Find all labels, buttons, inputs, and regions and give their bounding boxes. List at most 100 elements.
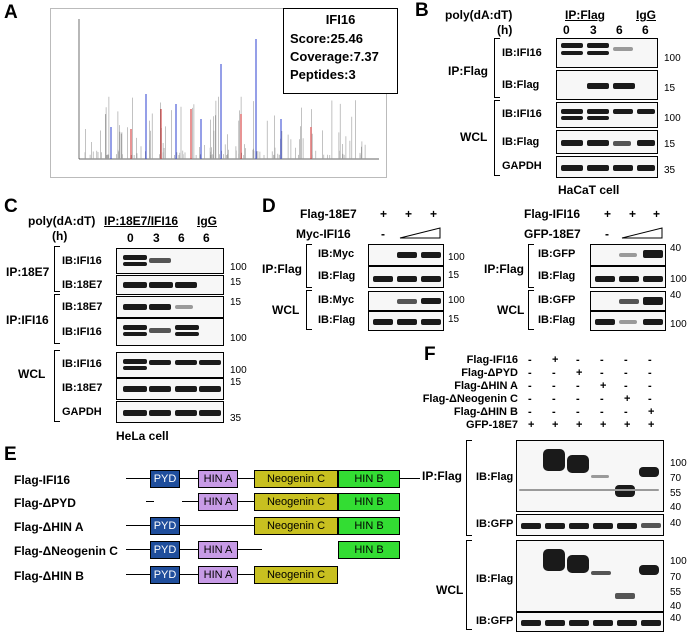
f-sign: - (624, 406, 628, 418)
b-blot-ip-ifi16 (556, 38, 658, 68)
d-left-blot-3 (368, 311, 444, 331)
d-left-wcl: WCL (272, 303, 300, 317)
f-sign: + (528, 419, 535, 431)
c-row-3: IB:IFI16 (62, 326, 102, 338)
e-domain-pyd: PYD (150, 517, 180, 535)
c-row-0: IB:IFI16 (62, 255, 102, 267)
f-sign: - (600, 354, 604, 366)
e-domain-pyd: PYD (150, 470, 180, 488)
b-time-1: 3 (590, 23, 597, 37)
d-left-blot-0 (368, 244, 444, 266)
f-sign: - (600, 367, 604, 379)
c-blot-0 (116, 248, 224, 274)
d-left-r1-s1: + (405, 207, 413, 221)
b-mw-0: 100 (664, 53, 681, 64)
c-treatment: poly(dA:dT) (28, 214, 96, 228)
panel-f-label: F (424, 344, 436, 365)
d-right-row-2: IB:GFP (538, 294, 576, 306)
b-treatment: poly(dA:dT) (445, 8, 513, 22)
d-left-r1: Flag-18E7 (300, 207, 357, 221)
f-blot-wcl-gfp (516, 612, 664, 632)
b-wcl-bracket (494, 100, 500, 176)
f-blot-ip-flag (516, 440, 664, 512)
d-left-row-1: IB:Flag (318, 270, 356, 282)
c-blot-5 (116, 378, 224, 400)
f-sign: - (528, 393, 532, 405)
d-right-blot-1 (590, 266, 666, 288)
d-right-r2-s0: - (605, 227, 609, 241)
f-sign: - (528, 406, 532, 418)
f-sign: - (624, 354, 628, 366)
f-ip-bracket (466, 440, 472, 536)
f-mw-wcl-0: 100 (670, 556, 687, 567)
e-domain-pyd: PYD (150, 541, 180, 559)
d-left-r1-s2: + (430, 207, 438, 221)
c-time-1: 3 (153, 231, 160, 245)
f-sign: + (552, 419, 559, 431)
c-blot-2 (116, 296, 224, 318)
e-construct-1: Flag-ΔPYD (14, 496, 76, 510)
c-mw-1: 15 (230, 277, 242, 288)
c-row-6: GAPDH (62, 406, 102, 418)
d-right-wcl: WCL (497, 303, 525, 317)
c-igg: IgG (197, 214, 217, 228)
b-blot-wcl-flag (556, 130, 658, 154)
d-right-row-3: IB:Flag (538, 314, 576, 326)
f-mw-ip-0: 100 (670, 458, 687, 469)
d-left-gradient-wedge (399, 227, 441, 239)
c-blot-4 (116, 352, 224, 378)
c-mw-6: 35 (230, 413, 242, 424)
f-sign: + (576, 419, 583, 431)
e-domain-pyd: PYD (150, 566, 180, 584)
d-left-mw-3: 15 (448, 314, 460, 325)
f-sign: - (648, 367, 652, 379)
f-blot-wcl-flag (516, 540, 664, 612)
f-sign: - (600, 406, 604, 418)
f-mw-wclgfp: 40 (670, 613, 682, 624)
c-time-2: 6 (178, 231, 185, 245)
f-blot-ip-gfp (516, 514, 664, 536)
ms-coverage: Coverage:7.37 (290, 49, 379, 64)
panel-b-label: B (415, 0, 429, 21)
f-sign: - (576, 354, 580, 366)
c-group-1: IP:IFI16 (6, 313, 49, 327)
ms-peptides: Peptides:3 (290, 67, 356, 82)
f-sign: - (576, 380, 580, 392)
d-left-r1-s0: + (380, 207, 388, 221)
d-left-r2-s0: - (381, 227, 385, 241)
b-time-3: 6 (642, 23, 649, 37)
e-domain-hinb: HIN B (338, 470, 400, 488)
f-sign: + (576, 367, 583, 379)
e-construct-4: Flag-ΔHIN B (14, 569, 84, 583)
f-sign: + (600, 380, 607, 392)
b-time-0: 0 (563, 23, 570, 37)
f-sign: + (648, 419, 655, 431)
f-mw-ipgfp: 40 (670, 518, 682, 529)
f-mw-ip-3: 40 (670, 502, 682, 513)
b-blot-wcl-ifi16 (556, 102, 658, 128)
c-mw-3: 100 (230, 333, 247, 344)
d-right-r1-s0: + (604, 207, 612, 221)
e-domain-neo: Neogenin C (254, 517, 338, 535)
f-construct-label: Flag-ΔPYD (461, 367, 518, 379)
d-left-mw-2: 100 (448, 295, 465, 306)
f-sign: + (600, 419, 607, 431)
e-domain-hinb: HIN B (338, 541, 400, 559)
f-sign: - (552, 380, 556, 392)
c-mw-4: 100 (230, 365, 247, 376)
b-unit: (h) (497, 23, 513, 37)
e-domain-neo: Neogenin C (254, 566, 338, 584)
c-row-4: IB:IFI16 (62, 358, 102, 370)
b-row-3: IB:Flag (502, 136, 540, 148)
f-construct-label: Flag-IFI16 (466, 354, 518, 366)
d-left-mw-0: 100 (448, 252, 465, 263)
c-time-3: 6 (203, 231, 210, 245)
f-sign: - (576, 393, 580, 405)
f-mw-ip-1: 70 (670, 473, 682, 484)
d-left-mw-1: 15 (448, 270, 460, 281)
b-cell: HaCaT cell (558, 183, 620, 197)
b-row-0: IB:IFI16 (502, 47, 542, 59)
f-sign: - (624, 367, 628, 379)
c-mw-2: 15 (230, 297, 242, 308)
f-sign: - (552, 367, 556, 379)
